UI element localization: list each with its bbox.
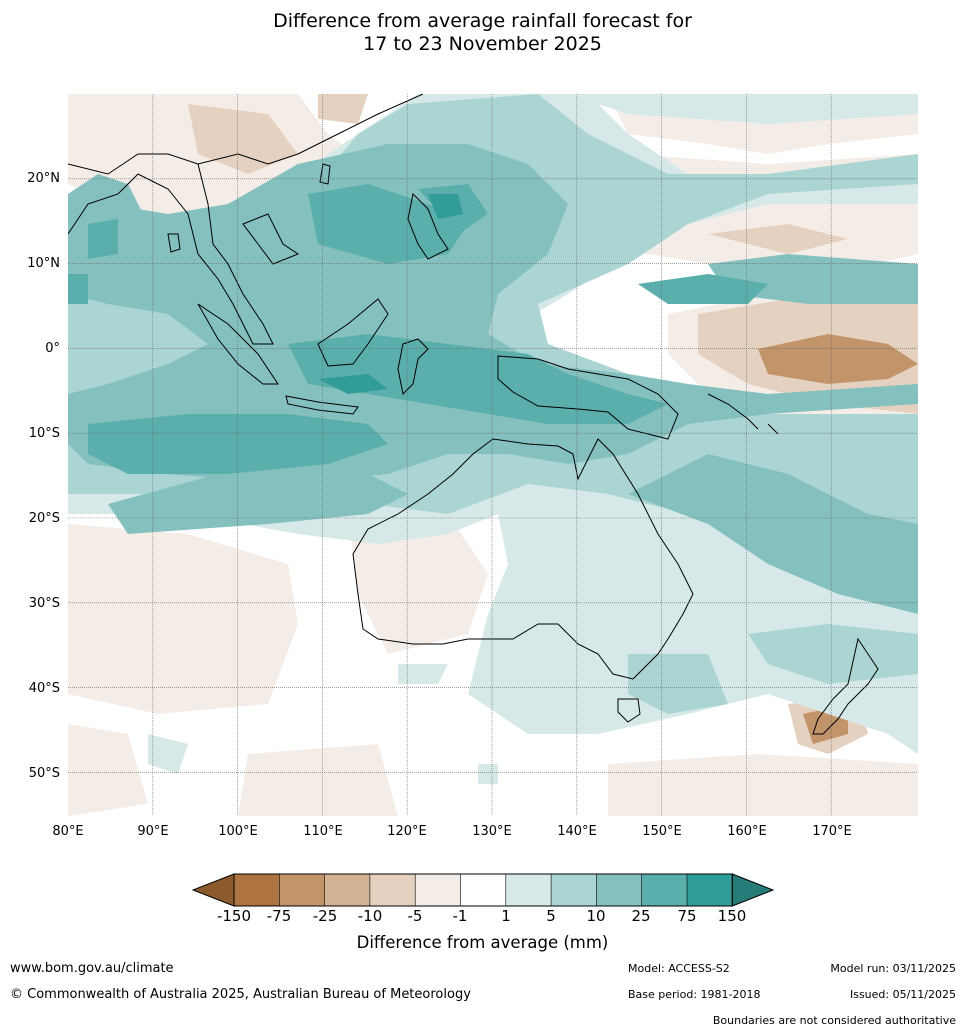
colorbar-tick-75: 75 [677, 907, 697, 925]
java-outline [285, 395, 359, 415]
australia-outline [352, 438, 694, 680]
solomon-islands-outline [707, 393, 779, 435]
sri-lanka-outline [167, 233, 181, 253]
colorbar-dividers [279, 874, 688, 906]
lat-label-0: 0° [45, 341, 60, 356]
lon-label-170e: 170°E [812, 824, 852, 839]
footer-copyright: © Commonwealth of Australia 2025, Austra… [10, 987, 471, 1002]
wet-contours-extreme [318, 194, 463, 394]
borneo-outline [317, 298, 389, 367]
colorbar-min-extend [192, 873, 235, 907]
coastlines [68, 94, 879, 735]
new-guinea-outline [497, 355, 679, 440]
lon-label-110e: 110°E [303, 824, 343, 839]
lat-label-20n: 20°N [27, 171, 60, 186]
lon-label-80e: 80°E [52, 824, 84, 839]
footer-issued: Issued: 05/11/2025 [849, 988, 956, 1001]
colorbar-bin-7 [505, 874, 552, 906]
tasmania-outline [617, 698, 641, 723]
sumatra-outline [197, 303, 279, 385]
lon-label-100e: 100°E [218, 824, 258, 839]
asia-mainland-outline [68, 94, 424, 345]
new-zealand-outline [812, 637, 879, 735]
lon-label-90e: 90°E [137, 824, 169, 839]
colorbar-tick--5: -5 [407, 907, 423, 925]
lat-label-10s: 10°S [28, 426, 60, 441]
footer-model: Model: ACCESS-S2 [628, 962, 730, 975]
colorbar-bin-1 [234, 874, 280, 906]
colorbar-tick-10: 10 [586, 907, 606, 925]
colorbar-title: Difference from average (mm) [356, 933, 609, 952]
rainfall-map [68, 94, 918, 816]
philippines-outline [407, 192, 449, 260]
colorbar-bin-9 [596, 874, 642, 906]
colorbar [192, 873, 774, 907]
footer-base-period: Base period: 1981-2018 [628, 988, 761, 1001]
colorbar-bin-6 [460, 874, 506, 906]
colorbar-tick-5: 5 [546, 907, 556, 925]
taiwan-outline [319, 163, 331, 185]
colorbar-bin-10 [641, 874, 687, 906]
sulawesi-outline [397, 338, 429, 396]
lon-label-150e: 150°E [642, 824, 682, 839]
wet-contours-strong [68, 144, 918, 614]
colorbar-tick--1: -1 [452, 907, 468, 925]
colorbar-bin-4 [369, 874, 416, 906]
lat-label-10n: 10°N [27, 256, 60, 271]
title-line-2: 17 to 23 November 2025 [363, 33, 602, 55]
lat-label-50s: 50°S [28, 766, 60, 781]
wet-contours-heavy [68, 184, 768, 474]
colorbar-tick--75: -75 [266, 907, 292, 925]
gridlines [68, 94, 918, 816]
colorbar-tick-150: 150 [717, 907, 747, 925]
lon-label-120e: 120°E [387, 824, 427, 839]
title-line-1: Difference from average rainfall forecas… [273, 10, 692, 32]
colorbar-max-extend [731, 873, 774, 907]
colorbar-frame [233, 873, 733, 907]
lat-label-20s: 20°S [28, 511, 60, 526]
colorbar-bin-3 [324, 874, 370, 906]
colorbar-tick-1: 1 [501, 907, 511, 925]
footer-url: www.bom.gov.au/climate [10, 961, 174, 976]
colorbar-bin-11 [687, 874, 733, 906]
lon-label-160e: 160°E [727, 824, 767, 839]
lat-label-40s: 40°S [28, 681, 60, 696]
colorbar-bin-5 [415, 874, 461, 906]
colorbar-tick--10: -10 [357, 907, 383, 925]
lat-label-30s: 30°S [28, 596, 60, 611]
colorbar-tick--25: -25 [312, 907, 338, 925]
colorbar-bin-8 [551, 874, 597, 906]
lon-label-130e: 130°E [472, 824, 512, 839]
colorbar-bin-2 [279, 874, 325, 906]
lon-label-140e: 140°E [557, 824, 597, 839]
footer-model-run: Model run: 03/11/2025 [830, 962, 956, 975]
colorbar-tick-25: 25 [631, 907, 651, 925]
footer-disclaimer: Boundaries are not considered authoritat… [712, 1014, 956, 1027]
colorbar-tick--150: -150 [216, 907, 252, 925]
map-title: Difference from average rainfall forecas… [0, 10, 965, 56]
